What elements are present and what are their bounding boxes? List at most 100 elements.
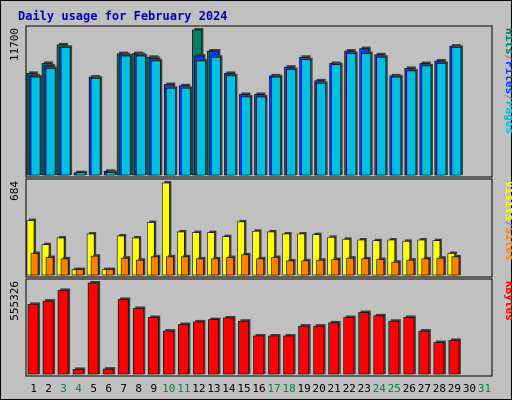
bar-sites-day-27 [421, 256, 431, 276]
bar-pages-day-28 [436, 61, 448, 176]
bar-kbytes-day-16 [253, 333, 266, 375]
bar-sites-day-7 [120, 256, 131, 276]
panel-legend-visits-sites: Visits/Sites [503, 181, 512, 261]
bar-sites-day-29 [451, 254, 461, 276]
bar-visits-day-7 [116, 233, 127, 276]
bar-kbytes-day-4 [72, 367, 86, 375]
bar-kbytes-day-22 [343, 315, 356, 375]
day-label-6: 6 [105, 382, 112, 395]
day-label-1: 1 [30, 382, 37, 395]
bar-kbytes-day-1 [27, 302, 41, 375]
bar-kbytes-day-12 [193, 319, 206, 375]
bar-sites-day-15 [241, 252, 251, 276]
bar-sites-day-3 [60, 256, 71, 276]
bar-sites-day-11 [181, 254, 191, 276]
day-label-3: 3 [60, 382, 67, 395]
bar-pages-day-13 [211, 55, 223, 176]
day-label-18: 18 [282, 382, 295, 395]
bar-visits-day-25 [387, 238, 397, 276]
bar-visits-day-17 [267, 229, 277, 276]
bar-pages-day-27 [421, 63, 433, 176]
bar-pages-day-3 [60, 45, 73, 176]
day-label-8: 8 [135, 382, 142, 395]
bar-pages-day-23 [361, 51, 373, 176]
bar-kbytes-day-29 [448, 338, 461, 375]
day-label-16: 16 [252, 382, 265, 395]
bar-sites-day-2 [45, 255, 56, 276]
bar-pages-day-26 [406, 68, 418, 176]
bar-visits-day-19 [297, 231, 307, 276]
day-label-20: 20 [313, 382, 326, 395]
bar-visits-day-16 [252, 229, 262, 276]
bar-visits-day-3 [56, 236, 67, 276]
bar-pages-day-22 [346, 51, 358, 176]
bar-pages-day-6 [105, 170, 118, 176]
bar-pages-day-25 [391, 75, 403, 176]
day-label-27: 27 [418, 382, 431, 395]
bar-pages-day-5 [90, 76, 103, 176]
panel-max-label-kbytes: 555326 [8, 281, 21, 321]
day-label-29: 29 [448, 382, 461, 395]
legend-item-kbytes: KBytes [503, 281, 512, 321]
panel-max-label-hits-files-pages: 11700 [8, 28, 21, 61]
bar-visits-day-21 [327, 235, 337, 276]
bar-kbytes-day-2 [42, 299, 56, 375]
bar-pages-day-18 [286, 67, 298, 176]
day-label-7: 7 [120, 382, 127, 395]
bar-sites-day-5 [90, 254, 101, 276]
bar-sites-day-20 [316, 258, 326, 276]
bar-pages-day-29 [451, 45, 463, 176]
bar-kbytes-day-17 [268, 333, 281, 375]
bar-visits-day-8 [131, 236, 142, 276]
bar-kbytes-day-14 [223, 315, 236, 375]
bar-sites-day-21 [331, 257, 341, 276]
day-label-4: 4 [75, 382, 82, 395]
day-label-19: 19 [297, 382, 310, 395]
bar-kbytes-day-9 [147, 315, 161, 375]
day-label-30: 30 [463, 382, 476, 395]
day-label-13: 13 [207, 382, 220, 395]
bar-sites-day-13 [211, 256, 221, 276]
day-label-28: 28 [433, 382, 446, 395]
bar-kbytes-day-18 [283, 333, 296, 375]
bar-sites-day-17 [271, 255, 281, 276]
bar-kbytes-day-25 [388, 319, 401, 375]
chart-title: Daily usage for February 2024 [18, 9, 228, 23]
bar-visits-day-11 [177, 229, 187, 276]
bar-sites-day-6 [105, 267, 116, 276]
bar-pages-day-7 [120, 54, 133, 176]
bar-sites-day-12 [196, 256, 206, 276]
bar-kbytes-day-3 [57, 288, 71, 375]
day-label-23: 23 [358, 382, 371, 395]
bar-sites-day-22 [346, 256, 356, 276]
bar-visits-day-20 [312, 232, 322, 276]
bar-kbytes-day-13 [208, 317, 221, 375]
bar-pages-day-20 [316, 81, 328, 176]
day-label-31: 31 [478, 382, 491, 395]
day-label-10: 10 [162, 382, 175, 395]
bar-kbytes-day-24 [373, 313, 386, 375]
bar-pages-day-8 [135, 54, 148, 176]
bar-visits-day-26 [402, 239, 412, 276]
legend-item-pages: Pages [503, 101, 512, 134]
day-label-24: 24 [373, 382, 387, 395]
bar-kbytes-day-5 [87, 281, 101, 375]
legend-item-sites: Sites [503, 227, 512, 260]
day-label-26: 26 [403, 382, 416, 395]
bar-kbytes-day-20 [313, 324, 326, 375]
bar-pages-day-9 [150, 58, 163, 176]
bar-visits-day-15 [237, 219, 247, 276]
bar-visits-day-10 [161, 181, 172, 276]
day-label-22: 22 [343, 382, 356, 395]
bar-pages-day-19 [301, 57, 313, 176]
bar-sites-day-19 [301, 258, 311, 276]
bar-sites-day-28 [436, 256, 446, 276]
day-label-15: 15 [237, 382, 250, 395]
bar-pages-day-2 [45, 66, 58, 176]
bar-kbytes-day-26 [403, 315, 416, 375]
bar-sites-day-24 [376, 257, 386, 276]
day-label-5: 5 [90, 382, 97, 395]
bar-visits-day-13 [207, 230, 217, 276]
bar-kbytes-day-10 [162, 329, 176, 375]
panel-max-label-visits-sites: 684 [8, 181, 21, 201]
